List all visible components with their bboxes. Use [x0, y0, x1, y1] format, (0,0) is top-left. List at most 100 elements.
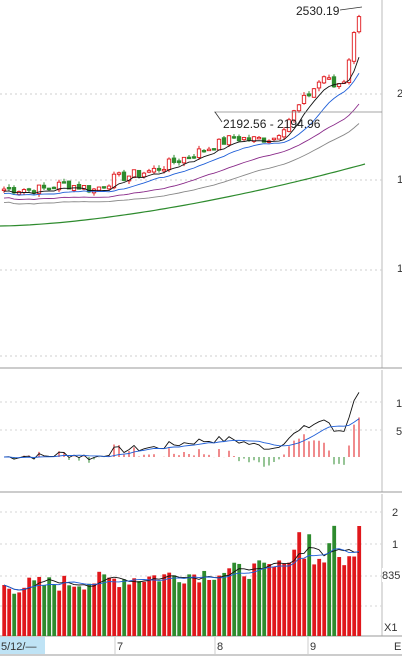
volume-bar-up [182, 583, 187, 636]
candle-down [121, 171, 127, 181]
time-axis: 5/12/— 7 8 9 X1 E [0, 622, 401, 654]
candle-down [191, 156, 197, 159]
candle-down [306, 93, 312, 97]
volume-bar-up [62, 575, 67, 636]
volume-bar-up [322, 562, 327, 636]
high-price-label: 2530.19 [296, 4, 340, 18]
candle-up [226, 135, 232, 146]
volume-bar-down [237, 563, 242, 636]
candle-down [156, 167, 162, 171]
candle-up [106, 185, 112, 190]
ma10-series [3, 72, 360, 196]
volume-bar-up [7, 588, 12, 636]
volume-bar-up [317, 558, 322, 636]
volume-bar-down [87, 583, 92, 636]
volume-bar-up [242, 576, 247, 636]
candle-up [161, 168, 167, 172]
volume-bar-up [82, 589, 87, 636]
candlesticks [1, 14, 362, 197]
indicator-tick-label: 1 [396, 398, 402, 410]
candle-up [181, 156, 187, 164]
volume-bar-up [117, 587, 122, 636]
volume-bar-down [102, 574, 107, 636]
candle-down [46, 187, 52, 191]
range-price-pointer [214, 111, 223, 123]
candle-up [281, 129, 287, 138]
candle-down [221, 137, 227, 145]
volume-ma10-line [3, 548, 360, 591]
volume-bar-up [142, 581, 147, 636]
volume-bar-up [337, 557, 342, 636]
candle-up [81, 185, 87, 190]
range-price-label: 2192.56 - 2194.96 [223, 117, 321, 131]
candle-up [196, 148, 202, 158]
candle-down [236, 136, 242, 142]
ma-long-series [0, 163, 366, 227]
volume-bar-up [217, 575, 222, 636]
candle-up [111, 173, 117, 189]
ma20-series [3, 103, 360, 200]
time-axis-highlight [0, 637, 45, 654]
indicator-axis-ticks: 1 5 [396, 398, 402, 438]
time-tick-label: 8 [217, 641, 223, 653]
volume-bar-up [152, 575, 157, 636]
volume-bar-up [192, 574, 197, 636]
volume-tick-label: 1 [392, 539, 398, 551]
volume-bar-up [97, 571, 102, 636]
volume-bar-up [72, 586, 77, 636]
grid-lines [0, 93, 382, 607]
volume-bar-down [187, 574, 192, 636]
candle-down [176, 160, 182, 164]
volume-bar-down [262, 562, 267, 636]
volume-bar-up [37, 576, 42, 636]
high-price-pointer [339, 6, 363, 11]
candle-up [166, 158, 172, 171]
price-annotations: 2530.19 2192.56 - 2194.96 [214, 4, 382, 131]
volume-bar-down [232, 562, 237, 636]
volume-bar-up [17, 592, 22, 636]
candle-up [286, 119, 292, 132]
volume-bar-up [227, 568, 232, 636]
candle-down [136, 169, 142, 177]
indicator-dif-line [3, 392, 360, 461]
candle-down [66, 180, 72, 190]
volume-panel [2, 525, 362, 636]
corner-label: X1 [384, 622, 397, 634]
volume-bar-up [302, 558, 307, 636]
candle-up [131, 169, 137, 178]
ma5-series [3, 57, 360, 194]
volume-value-tag-bg [382, 568, 402, 582]
volume-bar-up [127, 584, 132, 636]
time-tick-label: 7 [117, 641, 123, 653]
candle-up [36, 184, 42, 194]
volume-bar-up [297, 532, 302, 636]
time-tick-label: 9 [310, 641, 316, 653]
volume-bar-down [177, 582, 182, 636]
candle-up [276, 135, 282, 140]
indicator-tick-label: 5 [396, 426, 402, 438]
candle-up [356, 16, 362, 33]
volume-bar-up [347, 556, 352, 636]
price-tick-label: 2 [397, 88, 402, 100]
candle-down [51, 186, 57, 190]
volume-bar-up [147, 576, 152, 636]
candle-up [296, 104, 302, 112]
volume-value-tag: 835 [382, 570, 400, 582]
candle-up [206, 148, 212, 152]
ma-long-line [0, 163, 366, 227]
volume-bar-up [287, 562, 292, 636]
volume-bar-down [212, 579, 217, 636]
volume-bar-down [32, 580, 37, 636]
volume-bar-up [282, 563, 287, 636]
volume-bar-down [157, 581, 162, 636]
volume-bar-up [107, 577, 112, 636]
volume-bar-up [352, 556, 357, 636]
candle-up [251, 136, 257, 142]
candle-down [186, 156, 192, 160]
volume-bar-down [222, 572, 227, 636]
volume-bar-up [27, 577, 32, 636]
candle-up [346, 59, 352, 83]
candle-down [101, 186, 107, 189]
